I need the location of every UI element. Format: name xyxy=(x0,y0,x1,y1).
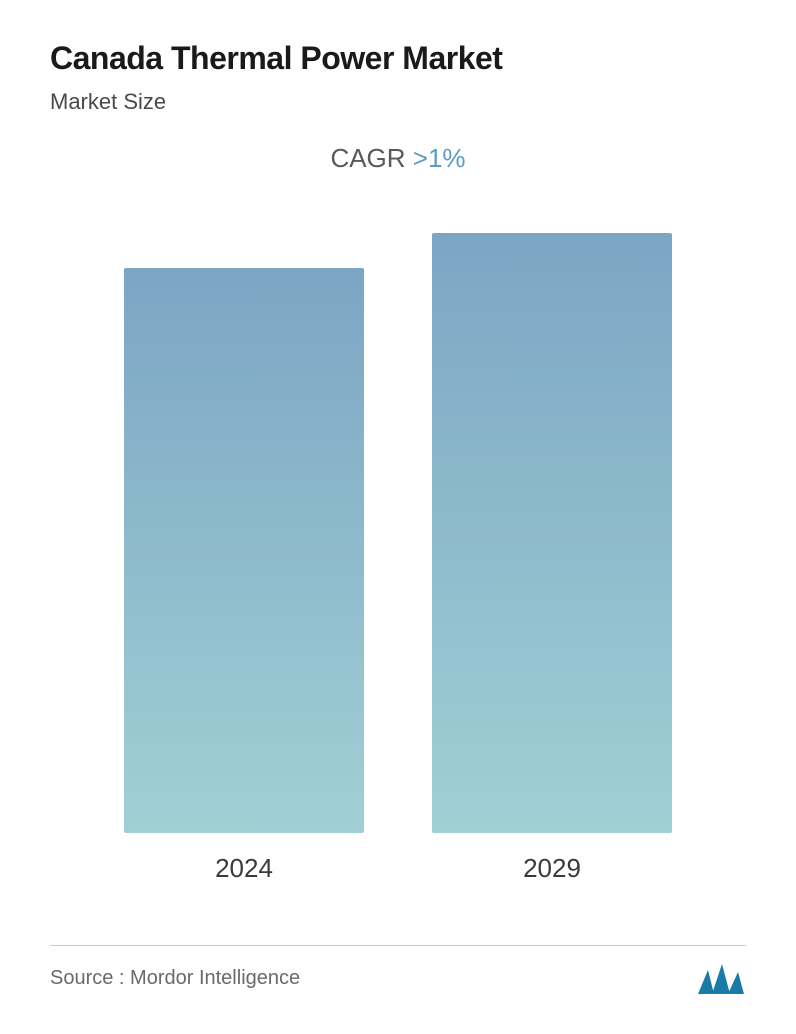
bar-label-2029: 2029 xyxy=(523,853,581,884)
brand-logo-icon xyxy=(696,962,746,994)
source-attribution: Source : Mordor Intelligence xyxy=(50,967,300,990)
footer: Source : Mordor Intelligence xyxy=(50,945,746,994)
page-subtitle: Market Size xyxy=(50,89,746,115)
cagr-display: CAGR >1% xyxy=(50,143,746,174)
cagr-value: >1% xyxy=(413,143,466,173)
page-title: Canada Thermal Power Market xyxy=(50,40,746,77)
bar-chart: 2024 2029 xyxy=(50,224,746,884)
bar-2029 xyxy=(432,233,672,833)
bar-2024 xyxy=(124,268,364,833)
bar-group-2024: 2024 xyxy=(124,268,364,884)
bar-label-2024: 2024 xyxy=(215,853,273,884)
bar-group-2029: 2029 xyxy=(432,233,672,884)
cagr-label: CAGR xyxy=(330,143,412,173)
